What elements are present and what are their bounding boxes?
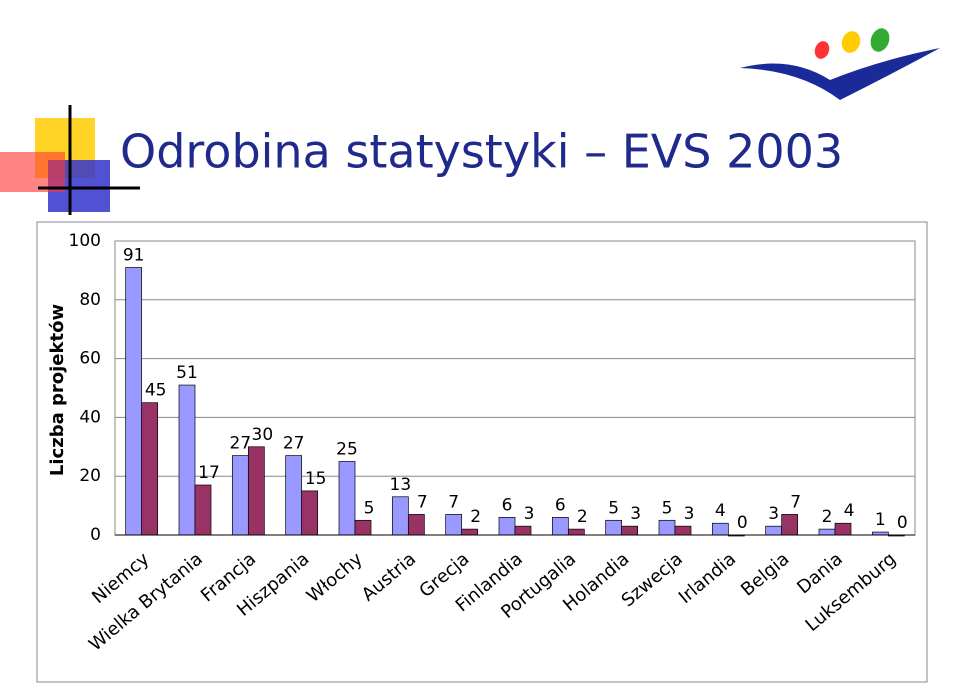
data-label: 0	[737, 513, 748, 533]
bar	[551, 517, 569, 536]
x-tick-label: Szwecja	[618, 549, 687, 612]
y-axis-title: Liczba projektów	[47, 304, 68, 476]
data-label: 2	[822, 507, 833, 527]
x-tick-label: Włochy	[303, 548, 367, 607]
data-label: 7	[448, 492, 459, 512]
bar	[247, 446, 265, 536]
decoration	[0, 105, 140, 215]
bar	[338, 461, 356, 536]
x-tick-label: Irlandia	[675, 549, 740, 609]
bar	[498, 517, 516, 536]
chart-frame	[36, 221, 928, 683]
y-tick-label: 0	[90, 525, 101, 545]
bar	[354, 519, 372, 536]
data-label: 4	[715, 501, 726, 521]
bar	[834, 522, 852, 536]
data-label: 3	[768, 504, 779, 524]
bar	[178, 384, 196, 536]
data-label: 91	[123, 245, 145, 265]
data-label: 5	[364, 498, 375, 518]
data-label: 15	[305, 469, 327, 489]
x-tick-label: Belgia	[737, 549, 793, 601]
data-label: 2	[577, 507, 588, 527]
bar	[285, 455, 303, 536]
bar	[658, 519, 676, 536]
y-tick-label: 100	[69, 231, 101, 251]
bar	[605, 519, 623, 536]
bar	[567, 528, 585, 536]
data-label: 25	[336, 440, 358, 460]
bar	[765, 525, 783, 536]
data-label: 27	[283, 434, 305, 454]
bar	[301, 490, 319, 536]
bar	[461, 528, 479, 536]
logo	[740, 28, 940, 100]
data-label: 3	[630, 504, 641, 524]
data-label: 4	[844, 501, 855, 521]
bar	[514, 525, 532, 536]
data-label: 51	[176, 363, 198, 383]
data-label: 1	[875, 510, 886, 530]
y-tick-label: 80	[79, 290, 101, 310]
bar	[125, 267, 143, 536]
data-label: 5	[662, 498, 673, 518]
x-tick-label: Austria	[358, 549, 420, 606]
bar	[445, 514, 463, 536]
bar	[711, 522, 729, 536]
data-label: 7	[790, 492, 801, 512]
data-label: 6	[502, 495, 513, 515]
bar	[818, 528, 836, 536]
data-label: 7	[417, 492, 428, 512]
bar	[231, 455, 249, 536]
data-label: 45	[145, 381, 167, 401]
title: Odrobina statystyki – EVS 2003	[120, 125, 843, 179]
bar	[407, 514, 425, 536]
y-tick-label: 60	[79, 349, 101, 369]
bar	[621, 525, 639, 536]
data-label: 2	[470, 507, 481, 527]
data-label: 3	[524, 504, 535, 524]
bar	[391, 496, 409, 536]
data-label: 0	[897, 513, 908, 533]
bar	[781, 514, 799, 536]
data-label: 30	[252, 425, 274, 445]
data-label: 17	[198, 463, 220, 483]
bar	[141, 402, 159, 536]
y-tick-label: 40	[79, 407, 101, 427]
bar	[674, 525, 692, 536]
data-label: 6	[555, 495, 566, 515]
data-label: 27	[230, 434, 252, 454]
data-label: 5	[608, 498, 619, 518]
bar	[194, 484, 212, 536]
y-tick-label: 20	[79, 466, 101, 486]
data-label: 13	[390, 475, 412, 495]
data-label: 3	[684, 504, 695, 524]
